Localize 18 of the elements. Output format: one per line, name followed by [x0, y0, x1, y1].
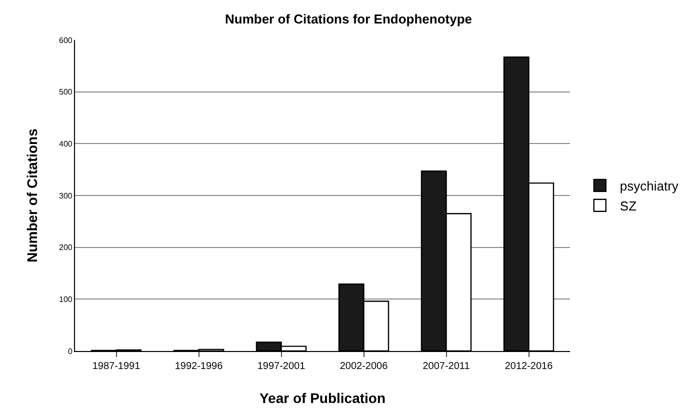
x-tick-label: 1997-2001	[257, 361, 306, 372]
x-tick-label: 2002-2006	[340, 361, 388, 372]
x-tick-label: 2007-2011	[422, 361, 470, 372]
y-tick-label: 400	[59, 139, 73, 148]
x-tick-label: 1992-1996	[174, 361, 224, 372]
x-axis-title: Year of Publication	[259, 390, 386, 406]
y-tick-label: 200	[59, 243, 73, 252]
x-tick-label: 1987-1991	[92, 361, 141, 372]
y-tick-label: 600	[59, 36, 73, 45]
y-tick-label: 100	[59, 294, 73, 304]
y-tick-label: 500	[59, 88, 73, 97]
chart-title: Number of Citations for Endophenotype	[225, 11, 472, 26]
y-tick-label: 0	[68, 346, 73, 356]
y-axis-title: Number of Citations	[24, 128, 40, 262]
y-tick-label: 300	[59, 191, 73, 200]
x-tick-label: 2012-2016	[504, 361, 554, 372]
legend-label: psychiatry	[620, 178, 679, 194]
legend-label: SZ	[620, 198, 637, 214]
